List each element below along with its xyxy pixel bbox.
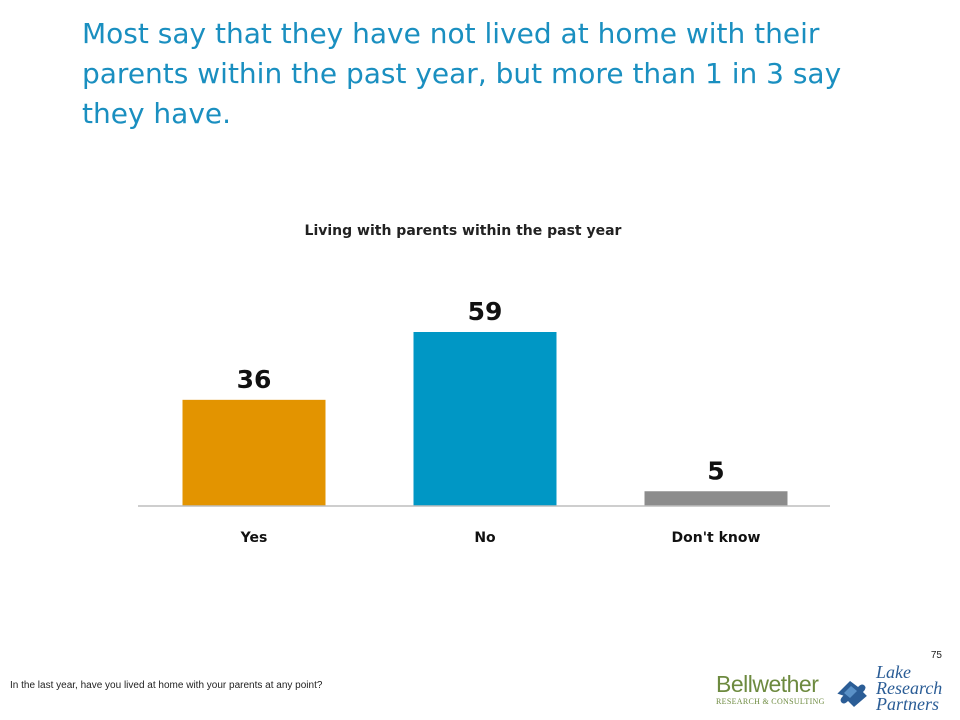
chart-title: Living with parents within the past year	[305, 223, 622, 239]
data-label-no: 59	[468, 297, 503, 326]
bar-yes	[182, 399, 326, 506]
bellwether-logo: Bellwether RESEARCH & CONSULTING	[716, 671, 825, 712]
lake-research-partners-logo: Lake Research Partners	[832, 662, 952, 716]
lrp-line-partners: Partners	[876, 694, 939, 714]
x-tick-label-don-t-know: Don't know	[672, 530, 761, 546]
chart-bars: 36 59 5	[182, 297, 788, 506]
x-tick-label-no: No	[474, 530, 496, 546]
x-tick-label-yes: Yes	[240, 530, 268, 546]
data-label-don-t-know: 5	[707, 456, 724, 485]
data-label-yes: 36	[237, 365, 272, 394]
page-number: 75	[930, 650, 942, 661]
slide-title: Most say that they have not lived at hom…	[82, 17, 842, 130]
bar-no	[413, 332, 557, 506]
puzzle-piece-icon	[834, 679, 870, 710]
lrp-line-research: Research	[876, 678, 943, 698]
bellwether-logo-name: Bellwether	[716, 671, 819, 697]
lrp-line-lake: Lake	[876, 662, 911, 682]
bar-don-t-know	[644, 491, 788, 506]
footnote-question: In the last year, have you lived at home…	[10, 680, 323, 691]
bellwether-logo-tagline: RESEARCH & CONSULTING	[716, 697, 825, 706]
lake-research-partners-wordmark: Lake Research Partners	[876, 662, 943, 714]
